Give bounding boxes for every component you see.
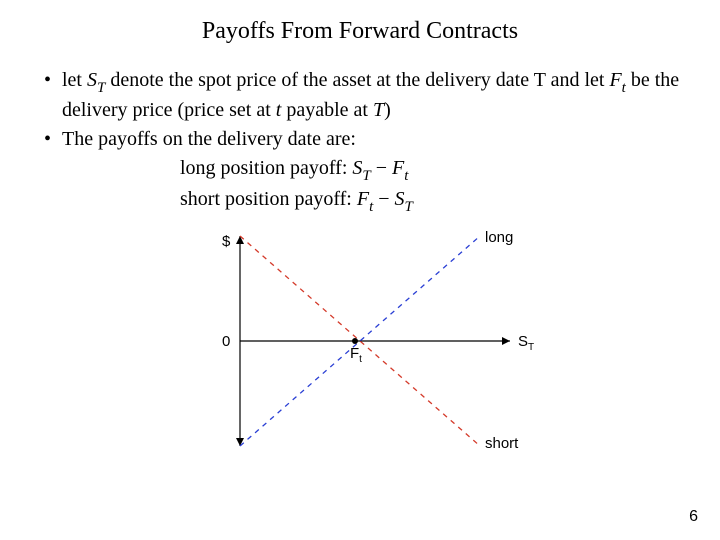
short-payoff: short position payoff: Ft − ST — [180, 186, 690, 216]
sub: t — [369, 199, 373, 215]
var: T — [373, 99, 384, 121]
x-axis-arrow-icon — [502, 337, 510, 345]
ft-label: Ft — [350, 345, 362, 365]
label: long position payoff: — [180, 157, 352, 179]
sub: T — [362, 168, 370, 184]
ft-label-main: F — [350, 345, 359, 362]
sub: t — [622, 80, 626, 96]
ft-label-sub: t — [359, 354, 362, 365]
slide: Payoffs From Forward Contracts let ST de… — [0, 0, 720, 540]
x-axis-label-main: S — [518, 333, 528, 350]
label: short position payoff: — [180, 188, 357, 210]
var: S — [352, 157, 362, 179]
sub: T — [405, 199, 413, 215]
minus: − — [373, 188, 394, 210]
x-axis-label: ST — [518, 333, 534, 353]
y-axis-arrow-up-icon — [236, 236, 244, 244]
intersection-dot-icon — [352, 338, 358, 344]
x-axis-label-sub: T — [528, 342, 534, 353]
text: let — [62, 69, 87, 91]
text: ) — [384, 99, 391, 121]
minus: − — [371, 157, 392, 179]
var: F — [357, 188, 369, 210]
text: denote the spot price of the asset at th… — [105, 69, 609, 91]
page-title: Payoffs From Forward Contracts — [30, 18, 690, 45]
long-label: long — [485, 229, 513, 246]
var: F — [392, 157, 404, 179]
text: payable at — [281, 99, 373, 121]
zero-label: 0 — [222, 333, 230, 350]
sub: T — [97, 80, 105, 96]
bullet-1: let ST denote the spot price of the asse… — [44, 67, 690, 124]
var: S — [395, 188, 405, 210]
chart-container: $ 0 ST Ft long short — [30, 226, 690, 456]
bullet-2: The payoffs on the delivery date are: — [44, 126, 690, 153]
sub: t — [404, 168, 408, 184]
bullet-list: let ST denote the spot price of the asse… — [30, 67, 690, 153]
short-label: short — [485, 435, 519, 452]
formula-list: long position payoff: ST − Ft short posi… — [30, 155, 690, 216]
page-number: 6 — [689, 508, 698, 526]
payoff-chart: $ 0 ST Ft long short — [180, 226, 540, 456]
var: F — [609, 69, 621, 91]
long-payoff: long position payoff: ST − Ft — [180, 155, 690, 185]
y-axis-arrow-down-icon — [236, 438, 244, 446]
text: The payoffs on the delivery date are: — [62, 128, 356, 150]
y-axis-label: $ — [222, 233, 231, 250]
var: S — [87, 69, 97, 91]
